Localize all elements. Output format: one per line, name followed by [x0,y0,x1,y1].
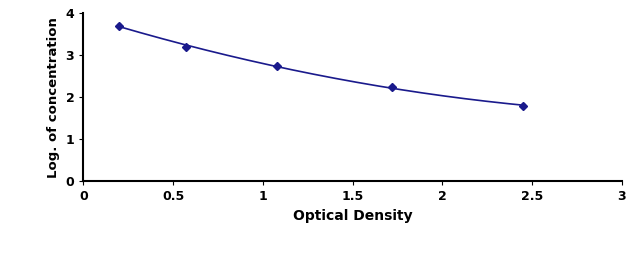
Y-axis label: Log. of concentration: Log. of concentration [47,17,60,178]
X-axis label: Optical Density: Optical Density [293,209,412,223]
